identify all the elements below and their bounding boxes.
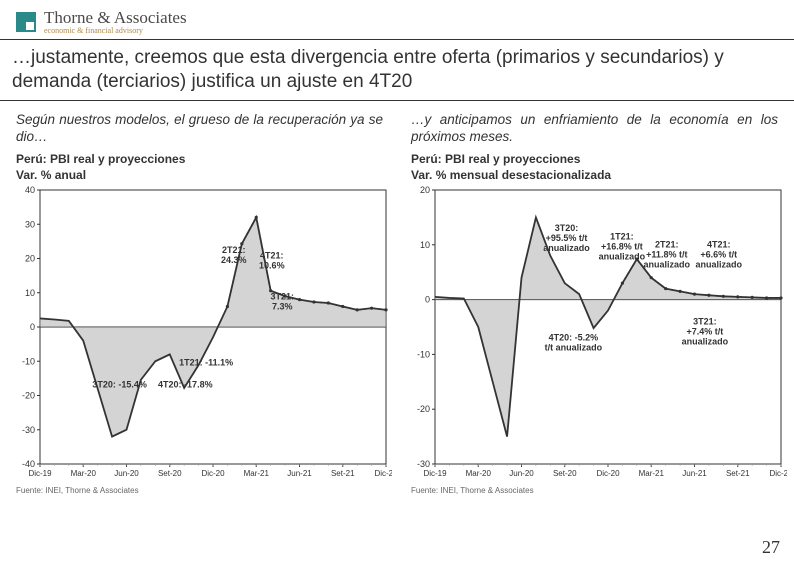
svg-text:-10: -10 — [22, 357, 35, 367]
left-column: Según nuestros modelos, el grueso de la … — [8, 107, 391, 496]
svg-text:anualizado: anualizado — [543, 243, 590, 253]
svg-text:+95.5% t/t: +95.5% t/t — [546, 233, 588, 243]
svg-text:-20: -20 — [22, 391, 35, 401]
svg-text:Dic-21: Dic-21 — [769, 469, 787, 478]
svg-text:+6.6% t/t: +6.6% t/t — [700, 250, 737, 260]
svg-text:3T20: -15.4%: 3T20: -15.4% — [92, 380, 147, 390]
right-chart-title-2: Var. % mensual desestacionalizada — [403, 168, 786, 184]
svg-text:10.6%: 10.6% — [259, 261, 285, 271]
svg-text:-30: -30 — [417, 459, 430, 469]
svg-text:10: 10 — [25, 288, 35, 298]
svg-text:anualizado: anualizado — [599, 252, 646, 262]
svg-text:Dic-20: Dic-20 — [596, 469, 620, 478]
svg-text:Jun-21: Jun-21 — [682, 469, 707, 478]
svg-text:1T21:: 1T21: — [610, 232, 634, 242]
content-columns: Según nuestros modelos, el grueso de la … — [0, 101, 794, 496]
svg-text:Dic-19: Dic-19 — [28, 469, 52, 478]
left-source: Fuente: INEI, Thorne & Associates — [8, 484, 391, 495]
svg-text:24.3%: 24.3% — [221, 255, 247, 265]
svg-text:Jun-20: Jun-20 — [509, 469, 534, 478]
slide-title: …justamente, creemos que esta divergenci… — [0, 39, 794, 101]
svg-text:4T21:: 4T21: — [707, 240, 731, 250]
right-source: Fuente: INEI, Thorne & Associates — [403, 484, 786, 495]
svg-text:-10: -10 — [417, 350, 430, 360]
svg-text:Jun-20: Jun-20 — [114, 469, 139, 478]
header: Thorne & Associates economic & financial… — [0, 0, 794, 39]
right-chart: -30 -20 -10 0 10 20 Dic-19 Mar-20 Jun-20 Set-20 Di… — [403, 184, 786, 484]
svg-text:anualizado: anualizado — [695, 260, 742, 270]
svg-text:anualizado: anualizado — [682, 337, 729, 347]
svg-text:Jun-21: Jun-21 — [287, 469, 312, 478]
svg-text:2T21:: 2T21: — [222, 245, 246, 255]
svg-text:3T21:: 3T21: — [270, 292, 294, 302]
left-chart-title-1: Perú: PBI real y proyecciones — [8, 152, 391, 168]
svg-text:Mar-21: Mar-21 — [639, 469, 665, 478]
svg-text:3T20:: 3T20: — [555, 223, 579, 233]
svg-text:4T21:: 4T21: — [260, 251, 284, 261]
svg-text:0: 0 — [425, 295, 430, 305]
svg-text:20: 20 — [25, 254, 35, 264]
svg-text:Dic-20: Dic-20 — [201, 469, 225, 478]
svg-text:Mar-21: Mar-21 — [244, 469, 270, 478]
svg-text:Set-20: Set-20 — [158, 469, 182, 478]
svg-text:Mar-20: Mar-20 — [466, 469, 492, 478]
svg-text:-30: -30 — [22, 425, 35, 435]
right-chart-title-1: Perú: PBI real y proyecciones — [403, 152, 786, 168]
left-chart-title-2: Var. % anual — [8, 168, 391, 184]
svg-text:4T20: -5.2%: 4T20: -5.2% — [549, 333, 599, 343]
svg-text:+7.4% t/t: +7.4% t/t — [686, 327, 723, 337]
svg-text:4T20: -17.8%: 4T20: -17.8% — [158, 380, 213, 390]
svg-text:10: 10 — [420, 240, 430, 250]
brand-block: Thorne & Associates economic & financial… — [44, 8, 187, 35]
page-number: 27 — [762, 537, 780, 558]
logo-icon — [16, 12, 36, 32]
svg-text:40: 40 — [25, 185, 35, 195]
svg-text:anualizado: anualizado — [644, 260, 691, 270]
brand-name: Thorne & Associates — [44, 8, 187, 28]
svg-text:7.3%: 7.3% — [272, 302, 293, 312]
svg-text:Set-21: Set-21 — [331, 469, 355, 478]
left-chart: -40 -30 -20 -10 0 10 20 30 40 Dic-19 Mar-20 Jun-20 S… — [8, 184, 391, 484]
svg-text:30: 30 — [25, 220, 35, 230]
svg-text:2T21:: 2T21: — [655, 240, 679, 250]
svg-text:Set-20: Set-20 — [553, 469, 577, 478]
svg-text:-40: -40 — [22, 459, 35, 469]
svg-text:t/t anualizado: t/t anualizado — [545, 343, 603, 353]
svg-text:+11.8% t/t: +11.8% t/t — [646, 250, 687, 260]
svg-text:3T21:: 3T21: — [693, 317, 717, 327]
left-intro: Según nuestros modelos, el grueso de la … — [8, 107, 391, 152]
svg-text:+16.8% t/t: +16.8% t/t — [601, 242, 643, 252]
svg-text:20: 20 — [420, 185, 430, 195]
svg-text:1T21: -11.1%: 1T21: -11.1% — [179, 358, 233, 368]
right-column: …y anticipamos un enfriamiento de la eco… — [403, 107, 786, 496]
svg-text:0: 0 — [30, 322, 35, 332]
svg-text:Mar-20: Mar-20 — [71, 469, 97, 478]
svg-text:Dic-19: Dic-19 — [423, 469, 447, 478]
svg-text:-20: -20 — [417, 405, 430, 415]
svg-text:Dic-21: Dic-21 — [374, 469, 392, 478]
svg-text:Set-21: Set-21 — [726, 469, 750, 478]
right-intro: …y anticipamos un enfriamiento de la eco… — [403, 107, 786, 152]
